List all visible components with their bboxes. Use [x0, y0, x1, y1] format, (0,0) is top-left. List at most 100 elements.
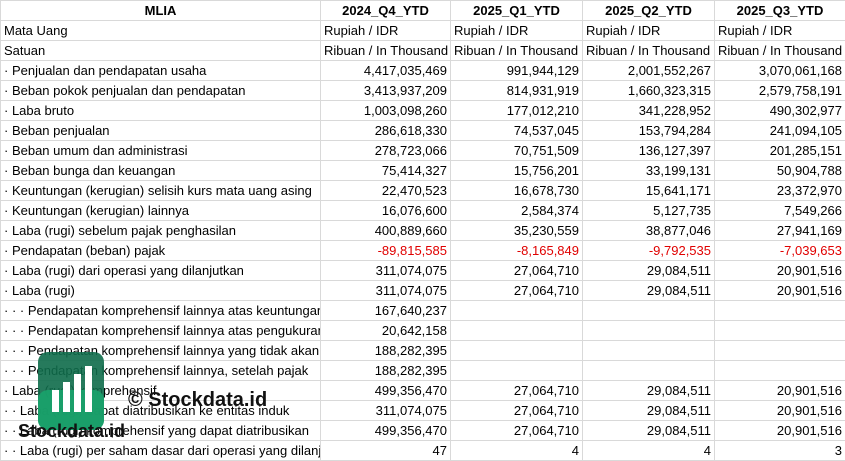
table-row: · Penjualan dan pendapatan usaha 4,417,03… [0, 60, 845, 81]
cell: 499,356,470 [320, 420, 451, 441]
header-cell: 2025_Q1_YTD [450, 0, 583, 21]
cell: Ribuan / In Thousand [714, 40, 845, 61]
cell [582, 360, 715, 381]
table-row: Mata Uang Rupiah / IDR Rupiah / IDR Rupiah … [0, 20, 845, 41]
cell: 15,756,201 [450, 160, 583, 181]
cell: 20,901,516 [714, 280, 845, 301]
cell: -9,792,535 [582, 240, 715, 261]
cell: 16,076,600 [320, 200, 451, 221]
row-label: · Laba (rugi) [0, 280, 321, 301]
cell: 311,074,075 [320, 400, 451, 421]
table-row: · · Laba (rugi) per saham dasar dari ope… [0, 440, 845, 461]
cell: 23,372,970 [714, 180, 845, 201]
row-label: · Pendapatan (beban) pajak [0, 240, 321, 261]
table-row: · Laba bruto 1,003,098,260 177,012,210 341,… [0, 100, 845, 121]
cell: 47 [320, 440, 451, 461]
cell: 311,074,075 [320, 260, 451, 281]
table-row: · Beban pokok penjualan dan pendapatan 3,… [0, 80, 845, 101]
row-label: · Keuntungan (kerugian) selisih kurs mat… [0, 180, 321, 201]
cell: 70,751,509 [450, 140, 583, 161]
cell: 188,282,395 [320, 360, 451, 381]
cell: 20,901,516 [714, 400, 845, 421]
cell [714, 340, 845, 361]
cell: 153,794,284 [582, 120, 715, 141]
cell [582, 320, 715, 341]
cell: 286,618,330 [320, 120, 451, 141]
cell: 27,064,710 [450, 260, 583, 281]
cell: 20,642,158 [320, 320, 451, 341]
table-row: · Keuntungan (kerugian) lainnya 16,076,60… [0, 200, 845, 221]
row-label: · Laba bruto [0, 100, 321, 121]
table-row: · Beban bunga dan keuangan 75,414,327 15,7… [0, 160, 845, 181]
table-row: · · Laba (rugi) komprehensif yang dapat … [0, 420, 845, 441]
row-label: · · · Pendapatan komprehensif lainnya ya… [0, 340, 321, 361]
table-row: · Laba (rugi) dari operasi yang dilanjut… [0, 260, 845, 281]
cell: 2,584,374 [450, 200, 583, 221]
cell: 20,901,516 [714, 380, 845, 401]
cell: 814,931,919 [450, 80, 583, 101]
row-label: · Beban penjualan [0, 120, 321, 141]
cell: 35,230,559 [450, 220, 583, 241]
cell: -8,165,849 [450, 240, 583, 261]
cell: 3 [714, 440, 845, 461]
row-label: · Keuntungan (kerugian) lainnya [0, 200, 321, 221]
cell: 490,302,977 [714, 100, 845, 121]
row-label: · · · Pendapatan komprehensif lainnya, s… [0, 360, 321, 381]
header-row: MLIA 2024_Q4_YTD 2025_Q1_YTD 2025_Q2_YTD 202… [0, 0, 845, 21]
cell [714, 320, 845, 341]
cell: 27,064,710 [450, 420, 583, 441]
cell: 4,417,035,469 [320, 60, 451, 81]
cell [450, 300, 583, 321]
cell: 29,084,511 [582, 380, 715, 401]
cell: 278,723,066 [320, 140, 451, 161]
row-label: · · · Pendapatan komprehensif lainnya at… [0, 320, 321, 341]
cell [450, 320, 583, 341]
table-row: · · Laba (rugi) dapat diatribusikan ke e… [0, 400, 845, 421]
header-cell: MLIA [0, 0, 321, 21]
cell: -89,815,585 [320, 240, 451, 261]
cell: 38,877,046 [582, 220, 715, 241]
table-row: · Laba (rugi) sebelum pajak penghasilan 4… [0, 220, 845, 241]
cell: Ribuan / In Thousand [450, 40, 583, 61]
table-row: · Laba (rugi) komprehensif 499,356,470 27,… [0, 380, 845, 401]
cell: 177,012,210 [450, 100, 583, 121]
row-label: Satuan [0, 40, 321, 61]
cell: 241,094,105 [714, 120, 845, 141]
row-label: · Penjualan dan pendapatan usaha [0, 60, 321, 81]
row-label: · Beban umum dan administrasi [0, 140, 321, 161]
cell [450, 360, 583, 381]
cell: 50,904,788 [714, 160, 845, 181]
cell: 27,941,169 [714, 220, 845, 241]
cell: 4 [450, 440, 583, 461]
cell: 1,660,323,315 [582, 80, 715, 101]
cell: Rupiah / IDR [582, 20, 715, 41]
cell: 33,199,131 [582, 160, 715, 181]
cell: Rupiah / IDR [320, 20, 451, 41]
cell: Rupiah / IDR [714, 20, 845, 41]
cell: 29,084,511 [582, 400, 715, 421]
cell: 311,074,075 [320, 280, 451, 301]
row-label: · · Laba (rugi) per saham dasar dari ope… [0, 440, 321, 461]
cell: 27,064,710 [450, 380, 583, 401]
cell: 74,537,045 [450, 120, 583, 141]
table-row: · · · Pendapatan komprehensif lainnya, s… [0, 360, 845, 381]
cell: 29,084,511 [582, 420, 715, 441]
cell: 499,356,470 [320, 380, 451, 401]
header-cell: 2025_Q3_YTD [714, 0, 845, 21]
table-row: · · · Pendapatan komprehensif lainnya ya… [0, 340, 845, 361]
table-row: · · · Pendapatan komprehensif lainnya at… [0, 300, 845, 321]
cell: 75,414,327 [320, 160, 451, 181]
row-label: · Beban bunga dan keuangan [0, 160, 321, 181]
header-cell: 2024_Q4_YTD [320, 0, 451, 21]
cell: Ribuan / In Thousand [320, 40, 451, 61]
cell: 3,070,061,168 [714, 60, 845, 81]
cell: 136,127,397 [582, 140, 715, 161]
table-row: · · · Pendapatan komprehensif lainnya at… [0, 320, 845, 341]
cell [714, 300, 845, 321]
cell: 16,678,730 [450, 180, 583, 201]
table-row: · Beban penjualan 286,618,330 74,537,045 15… [0, 120, 845, 141]
table-row: · Laba (rugi) 311,074,075 27,064,710 29,084… [0, 280, 845, 301]
cell: Rupiah / IDR [450, 20, 583, 41]
row-label: · Laba (rugi) dari operasi yang dilanjut… [0, 260, 321, 281]
